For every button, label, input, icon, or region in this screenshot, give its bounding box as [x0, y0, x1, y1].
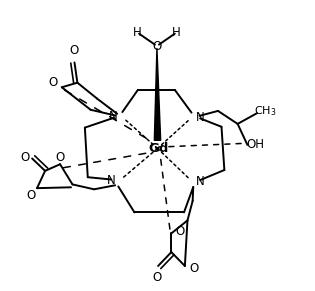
- Text: CH$_3$: CH$_3$: [254, 104, 277, 118]
- Polygon shape: [154, 48, 161, 140]
- Text: N: N: [196, 175, 205, 188]
- Text: O: O: [189, 262, 198, 275]
- Text: O: O: [152, 40, 162, 53]
- Text: N: N: [109, 110, 118, 123]
- Text: O: O: [175, 226, 185, 238]
- Text: O: O: [26, 189, 35, 202]
- Text: N: N: [196, 111, 205, 124]
- Text: O: O: [20, 150, 30, 164]
- Text: N: N: [107, 174, 116, 187]
- Text: O: O: [152, 271, 161, 284]
- Text: OH: OH: [247, 138, 265, 151]
- Text: H: H: [133, 26, 142, 39]
- Text: H: H: [172, 26, 181, 39]
- Text: Gd: Gd: [148, 142, 169, 155]
- Text: O: O: [49, 76, 58, 88]
- Text: O: O: [55, 151, 65, 164]
- Text: O: O: [70, 45, 79, 57]
